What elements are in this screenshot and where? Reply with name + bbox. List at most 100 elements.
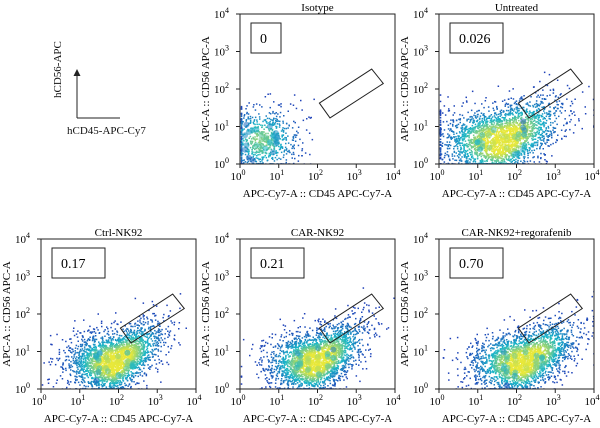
data-point bbox=[132, 349, 135, 352]
data-point bbox=[243, 117, 245, 119]
data-point bbox=[157, 328, 160, 330]
data-point bbox=[531, 137, 533, 140]
data-point bbox=[90, 380, 93, 383]
data-point bbox=[290, 143, 292, 146]
data-point bbox=[531, 118, 534, 120]
data-point bbox=[512, 127, 514, 130]
data-point bbox=[537, 155, 539, 158]
x-axis-label: APC-Cy7-A :: CD45 APC-Cy7-A bbox=[243, 188, 392, 200]
data-point bbox=[536, 105, 538, 107]
data-point bbox=[550, 131, 552, 133]
data-point bbox=[489, 125, 491, 127]
data-point bbox=[513, 159, 515, 161]
data-point bbox=[510, 161, 512, 163]
data-point bbox=[459, 132, 461, 134]
data-point bbox=[514, 148, 516, 150]
data-point bbox=[537, 94, 539, 97]
data-point bbox=[240, 127, 243, 129]
data-point bbox=[498, 136, 501, 139]
data-point bbox=[285, 153, 288, 155]
data-point bbox=[496, 140, 498, 143]
data-point bbox=[525, 147, 527, 150]
data-point bbox=[529, 105, 532, 107]
data-point bbox=[105, 346, 107, 349]
data-point bbox=[242, 144, 244, 146]
data-point bbox=[86, 342, 88, 345]
data-point bbox=[514, 144, 517, 146]
data-point bbox=[505, 121, 508, 123]
data-point bbox=[110, 338, 112, 340]
data-point bbox=[566, 122, 568, 125]
data-point bbox=[141, 343, 143, 345]
data-point bbox=[458, 162, 460, 164]
data-point bbox=[470, 154, 472, 156]
data-point bbox=[540, 144, 543, 147]
data-point bbox=[529, 147, 531, 149]
data-point bbox=[494, 100, 496, 103]
data-point bbox=[283, 150, 285, 152]
data-point bbox=[528, 114, 530, 117]
data-point bbox=[269, 113, 272, 115]
data-point bbox=[75, 373, 78, 375]
data-point bbox=[247, 149, 250, 151]
data-point bbox=[510, 150, 512, 152]
data-point bbox=[495, 138, 497, 140]
data-point bbox=[157, 348, 159, 351]
data-point bbox=[463, 146, 465, 149]
data-point bbox=[498, 143, 500, 145]
data-point bbox=[127, 370, 130, 373]
data-point bbox=[138, 355, 141, 358]
data-point bbox=[546, 132, 548, 135]
data-point bbox=[247, 116, 249, 118]
data-point bbox=[484, 150, 487, 153]
data-point bbox=[109, 345, 112, 347]
data-point bbox=[520, 107, 522, 109]
data-point bbox=[505, 151, 507, 153]
data-point bbox=[547, 103, 550, 105]
data-point bbox=[525, 125, 528, 128]
data-point bbox=[465, 126, 467, 128]
density-core bbox=[477, 146, 484, 153]
data-point bbox=[499, 119, 501, 122]
data-point bbox=[504, 117, 506, 119]
data-point bbox=[254, 153, 256, 156]
data-point bbox=[513, 110, 515, 112]
data-point bbox=[439, 135, 442, 137]
data-point bbox=[453, 133, 455, 135]
data-point bbox=[493, 115, 496, 117]
data-point bbox=[252, 106, 255, 108]
data-point bbox=[469, 119, 472, 121]
data-point bbox=[308, 116, 310, 118]
data-point bbox=[249, 146, 252, 149]
data-point bbox=[506, 119, 509, 122]
data-point bbox=[282, 127, 284, 129]
data-point bbox=[98, 383, 100, 385]
data-point bbox=[516, 141, 518, 143]
data-point bbox=[478, 122, 480, 124]
data-point bbox=[157, 342, 159, 345]
data-point bbox=[537, 156, 539, 159]
data-point bbox=[501, 120, 503, 122]
data-point bbox=[546, 112, 548, 114]
data-point bbox=[145, 349, 148, 351]
data-point bbox=[484, 134, 487, 137]
data-point bbox=[547, 139, 550, 141]
data-point bbox=[259, 160, 261, 163]
plot-panel: 1001001011011021021031031041040IsotypeAP… bbox=[200, 2, 401, 200]
data-point bbox=[78, 372, 80, 374]
data-point bbox=[154, 335, 156, 338]
data-point bbox=[553, 131, 555, 134]
data-point bbox=[471, 130, 473, 132]
data-point bbox=[502, 158, 504, 161]
data-point bbox=[127, 373, 130, 376]
data-point bbox=[495, 162, 497, 164]
data-point bbox=[80, 375, 82, 378]
data-point bbox=[512, 121, 515, 123]
data-point bbox=[274, 121, 277, 124]
data-point bbox=[81, 348, 84, 350]
data-point bbox=[76, 366, 78, 369]
data-point bbox=[515, 132, 517, 134]
data-point bbox=[478, 153, 481, 155]
data-point bbox=[540, 139, 542, 141]
data-point bbox=[454, 159, 456, 161]
